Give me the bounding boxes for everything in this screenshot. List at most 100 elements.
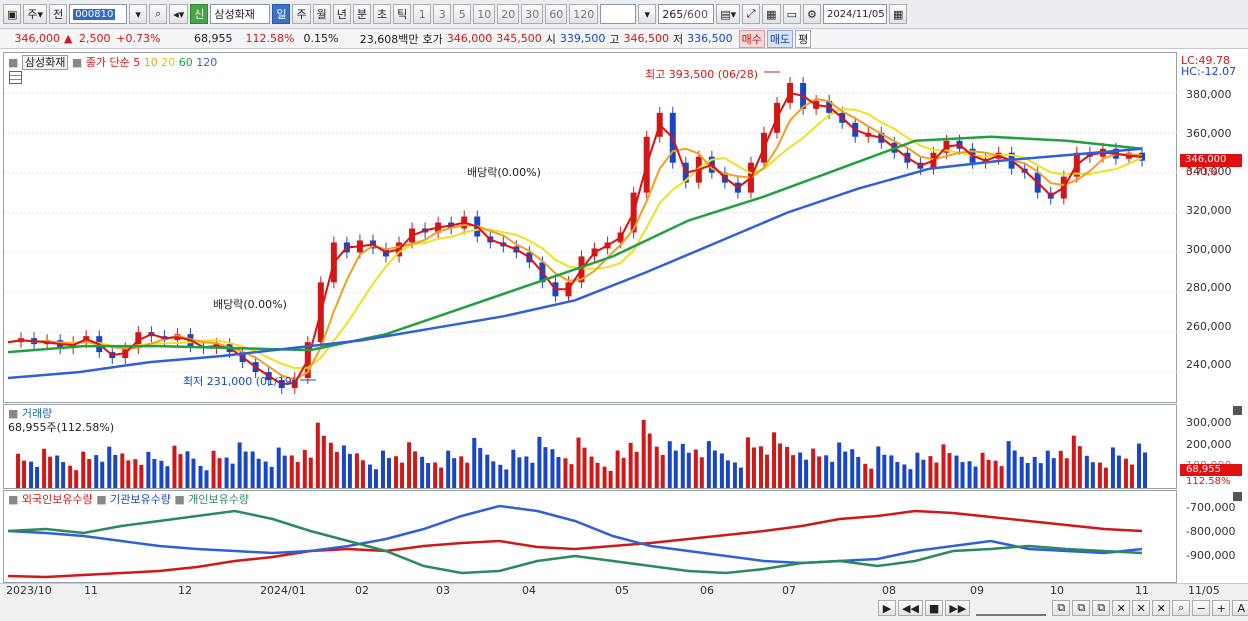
volume-bar <box>908 469 913 488</box>
jeon-button[interactable]: 전 <box>49 4 68 24</box>
panel-close-icon[interactable] <box>1233 492 1242 501</box>
volume-bar <box>1097 462 1102 488</box>
low-label: 저 <box>672 32 684 46</box>
volume-bar <box>556 456 561 488</box>
legend-individual[interactable]: 개인보유수량 <box>188 493 250 506</box>
scroll-right-icon[interactable]: ▶ <box>878 600 896 616</box>
ma20-line <box>7 108 1143 370</box>
period-minute[interactable]: 분 <box>352 4 371 24</box>
plus-icon[interactable]: + <box>1212 600 1231 616</box>
volume-bar <box>869 468 874 488</box>
volume-bar <box>660 454 665 488</box>
volume-bar <box>934 462 939 488</box>
volume-bar <box>224 457 229 488</box>
period-month[interactable]: 월 <box>312 4 331 24</box>
volume-bar <box>1045 450 1050 488</box>
code-dropdown-icon[interactable]: ▾ <box>129 4 148 24</box>
interval-5[interactable]: 5 <box>453 4 472 24</box>
volume-chart <box>16 419 1147 488</box>
chart-type-icon[interactable]: ⧉ <box>1092 600 1111 616</box>
zoom-out-icon[interactable]: ⌕ <box>1172 600 1191 616</box>
layout-icon[interactable]: ▣ <box>3 4 22 24</box>
period-second[interactable]: 초 <box>372 4 392 24</box>
interval-120[interactable]: 120 <box>569 4 599 24</box>
trade-amount: 23,608백만 <box>359 32 419 46</box>
xtick: 05 <box>615 584 629 597</box>
zoom-slider[interactable] <box>976 600 1047 616</box>
interval-1[interactable]: 1 <box>413 4 432 24</box>
volume-bar <box>602 466 607 488</box>
minus-icon[interactable]: − <box>1192 600 1211 616</box>
search-icon[interactable]: ⌕ <box>149 4 168 24</box>
legend-institution[interactable]: 기관보유수량 <box>110 493 171 506</box>
volume-bar <box>446 450 451 488</box>
legend-ma-10[interactable]: 10 <box>143 56 158 69</box>
period-day[interactable]: 일 <box>272 4 291 24</box>
date-input[interactable]: 2024/11/05 <box>822 4 887 24</box>
volume-bar <box>641 419 646 488</box>
legend-square-icon: ■ <box>71 56 83 69</box>
sell-button[interactable]: 매도 <box>766 29 794 48</box>
legend-ma-120[interactable]: 120 <box>196 56 218 69</box>
legend-ma-20[interactable]: 20 <box>161 56 176 69</box>
legend-square-icon: ■ <box>96 493 107 506</box>
foreign-line <box>7 509 1143 579</box>
volume-bar <box>576 437 581 488</box>
interval-3[interactable]: 3 <box>433 4 452 24</box>
crosshair-icon[interactable]: ✕ <box>1112 600 1131 616</box>
volume-bar <box>530 462 535 488</box>
stock-name-field[interactable]: 삼성화재 <box>210 4 271 24</box>
market-select[interactable]: 주 ▾ <box>23 4 48 24</box>
volume-bar <box>798 452 803 488</box>
font-size-icon[interactable]: A <box>1232 600 1248 616</box>
legend-ma-label[interactable]: 종가 단순 <box>85 56 130 69</box>
speaker-icon[interactable]: ◂▾ <box>169 4 189 24</box>
interval-20[interactable]: 20 <box>497 4 520 24</box>
crosshair-icon[interactable]: ✕ <box>1152 600 1171 616</box>
grid-icon[interactable] <box>9 71 22 84</box>
legend-ma-60[interactable]: 60 <box>178 56 193 69</box>
legend-ma-5[interactable]: 5 <box>133 56 141 69</box>
volume-bar <box>1025 463 1030 488</box>
rewind-icon[interactable]: ◀◀ <box>898 600 923 616</box>
interval-60[interactable]: 60 <box>545 4 568 24</box>
interval-custom-input[interactable] <box>600 4 637 24</box>
hoga-label: 호가 <box>422 32 443 46</box>
buy-button[interactable]: 매수 <box>738 29 765 48</box>
interval-10[interactable]: 10 <box>473 4 496 24</box>
drawing-tool-icon[interactable]: ⤢ <box>742 4 761 24</box>
chart-type-icon[interactable]: ⧉ <box>1052 600 1071 616</box>
volume-bar <box>1038 463 1043 488</box>
code-input[interactable]: 000810 <box>69 4 128 24</box>
average-button[interactable]: 평 <box>795 29 812 48</box>
ytick: 300,000 <box>1186 416 1232 429</box>
volume-bar <box>282 455 287 488</box>
volume-bar <box>686 452 691 488</box>
hoga-ask: 346,000 <box>446 32 493 45</box>
period-week[interactable]: 주 <box>292 4 311 24</box>
vol-box: 68,955 <box>1180 464 1242 476</box>
compare-icon[interactable]: ▦ <box>762 4 781 24</box>
sin-button[interactable]: 신 <box>190 4 209 24</box>
period-tick[interactable]: 틱 <box>393 4 412 24</box>
panel-close-icon[interactable] <box>1233 406 1242 415</box>
legend-stock-name[interactable]: 삼성화재 <box>21 55 69 70</box>
interval-30[interactable]: 30 <box>521 4 544 24</box>
crosshair-icon[interactable]: ✕ <box>1132 600 1151 616</box>
count-input[interactable]: 265/600 <box>658 4 715 24</box>
volume-bar <box>68 465 73 488</box>
play-icon[interactable]: ▶▶ <box>945 600 971 616</box>
xtick: 10 <box>1050 584 1064 597</box>
interval-dropdown-icon[interactable]: ▾ <box>638 4 657 24</box>
chart-tool-icon[interactable]: ▤▾ <box>716 4 741 24</box>
institution-line <box>7 504 1143 565</box>
period-year[interactable]: 년 <box>332 4 351 24</box>
legend-foreign[interactable]: 외국인보유수량 <box>21 493 93 506</box>
volume-title[interactable]: 거래량 <box>21 407 53 420</box>
settings-gear-icon[interactable]: ⚙ <box>802 4 821 24</box>
stop-icon[interactable]: ■ <box>924 600 944 616</box>
calendar-icon[interactable]: ▦ <box>888 4 908 24</box>
save-icon[interactable]: ▭ <box>782 4 801 24</box>
chart-type-icon[interactable]: ⧉ <box>1072 600 1091 616</box>
ytick: 280,000 <box>1186 281 1232 294</box>
